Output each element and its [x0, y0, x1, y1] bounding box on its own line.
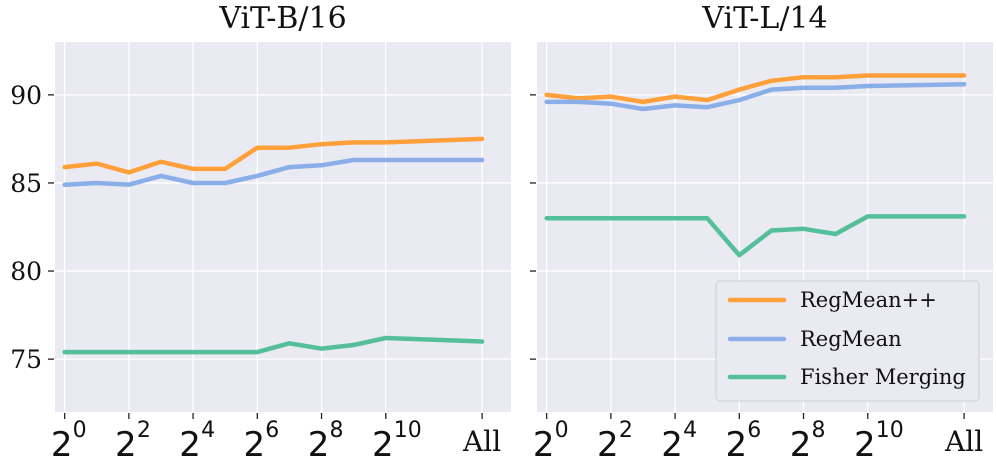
x-tick-label: 2 [725, 425, 747, 465]
x-tick-exponent: 2 [137, 418, 151, 443]
chart-title: ViT-B/16 [218, 1, 346, 36]
x-tick-label: 2 [115, 425, 137, 465]
x-tick-label: 2 [179, 425, 201, 465]
x-tick-exponent: 8 [330, 418, 344, 443]
x-tick-exponent: 4 [201, 418, 215, 443]
x-tick-exponent: 6 [265, 418, 279, 443]
x-tick-exponent: 0 [555, 418, 569, 443]
x-tick-exponent: 10 [394, 418, 422, 443]
y-tick-label: 90 [10, 81, 42, 110]
plot-area [55, 42, 511, 412]
series-line-regmean-plus [62, 136, 485, 175]
x-tick-label: 2 [243, 425, 265, 465]
legend-label-fisher-merging: Fisher Merging [800, 365, 966, 389]
x-tick-exponent: 0 [73, 418, 87, 443]
x-axis-ticks: 2 0 2 2 2 4 2 6 2 8 2 10 All [533, 413, 983, 465]
x-tick-label: 2 [597, 425, 619, 465]
series-lines [544, 73, 967, 258]
y-tick-label: 85 [10, 169, 42, 198]
series-line-fisher-merging [544, 214, 967, 258]
y-tick-label: 80 [10, 257, 42, 286]
x-axis-ticks: 2 0 2 2 2 4 2 6 2 8 2 10 All [51, 413, 501, 465]
series-lines [62, 136, 485, 355]
x-tick-exponent: 8 [812, 418, 826, 443]
y-axis-ticks [530, 94, 536, 360]
legend-box [715, 280, 980, 402]
x-tick-label: 2 [372, 425, 394, 465]
x-tick-label: 2 [854, 425, 876, 465]
legend: RegMean++ RegMean Fisher Merging [715, 280, 980, 402]
legend-label-regmean: RegMean [800, 327, 902, 351]
series-line-regmean [544, 82, 967, 112]
chart-title: ViT-L/14 [701, 1, 827, 36]
series-line-regmean [62, 157, 485, 187]
x-tick-label: 2 [533, 425, 555, 465]
x-tick-label: All [462, 425, 501, 458]
series-line-fisher-merging [62, 335, 485, 355]
x-tick-label: 2 [790, 425, 812, 465]
x-tick-label: 2 [308, 425, 330, 465]
y-tick-label: 75 [10, 345, 42, 374]
x-tick-exponent: 4 [683, 418, 697, 443]
x-tick-label: 2 [51, 425, 73, 465]
legend-label-regmean-plus: RegMean++ [800, 288, 937, 312]
x-tick-exponent: 10 [876, 418, 904, 443]
x-tick-exponent: 6 [747, 418, 761, 443]
series-line-regmean-plus [544, 73, 967, 105]
y-axis-ticks: 75 80 85 90 [10, 81, 54, 374]
x-tick-exponent: 2 [619, 418, 633, 443]
x-tick-label: All [944, 425, 983, 458]
x-tick-label: 2 [661, 425, 683, 465]
